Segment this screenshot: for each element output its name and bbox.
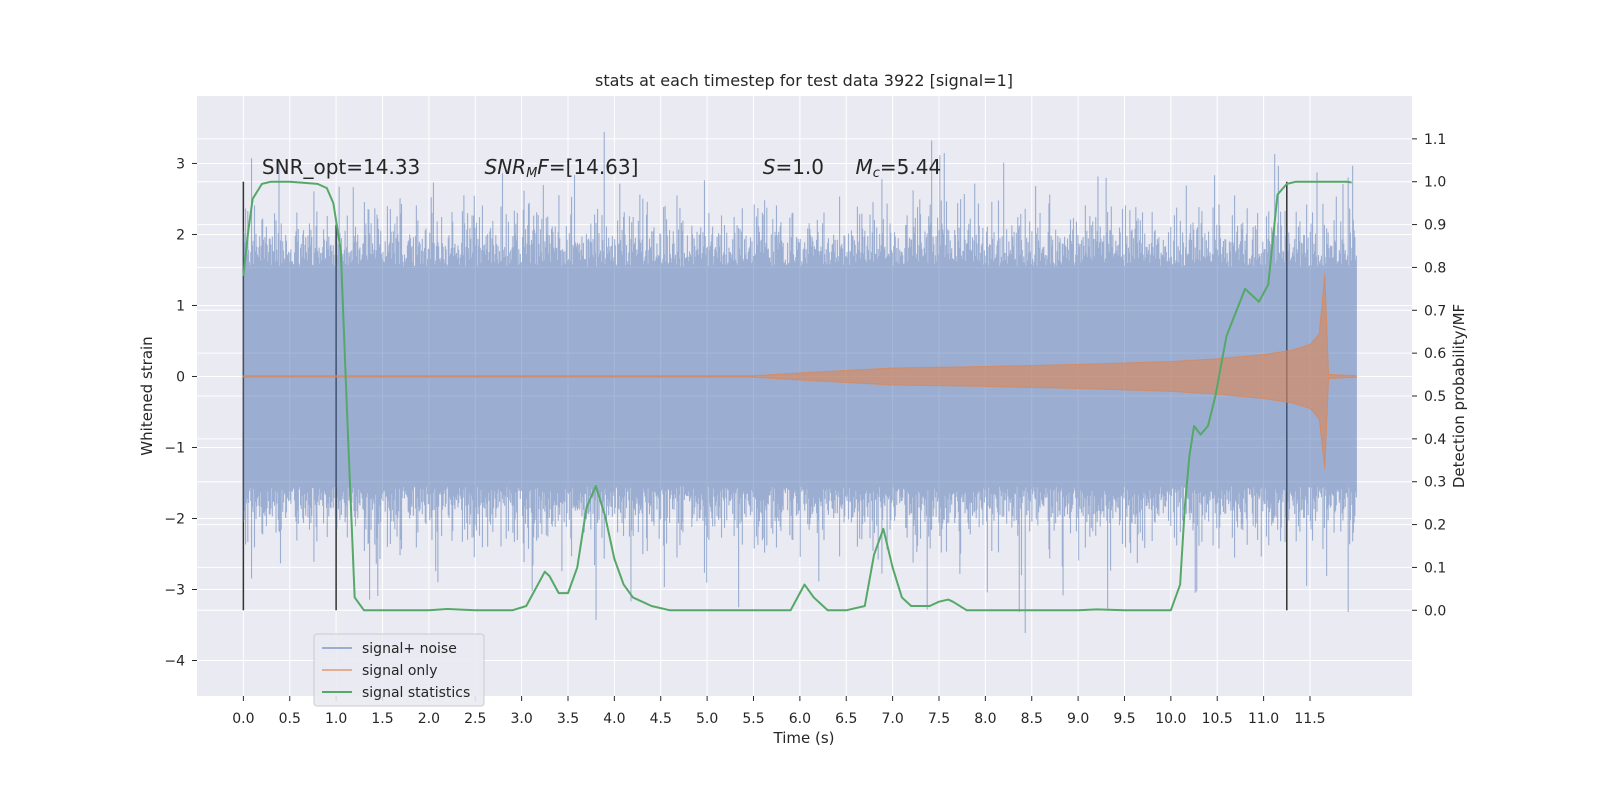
ticks: 0.0 0.5 1.0 1.5 2.0 2.5 3.0 3.5 4.0 4.5 5.0 5.5 6.0 6… [164, 132, 1446, 727]
yright-tick-label-10: 1.0 [1424, 175, 1446, 191]
x-tick-label-18: 9.0 [1067, 711, 1089, 727]
legend-label-signal-only: signal only [362, 663, 437, 679]
yright-tick-label-3: 0.3 [1424, 475, 1446, 491]
x-tick-label-7: 3.5 [557, 711, 579, 727]
x-tick-label-5: 2.5 [464, 711, 486, 727]
x-tick-label-20: 10.0 [1155, 711, 1186, 727]
yleft-tick-label-4: 0 [176, 369, 185, 385]
y-axis-label-right: Detection probability/MF [1450, 304, 1468, 488]
yright-tick-label-6: 0.6 [1424, 346, 1446, 362]
annotation-1-part-2: F [537, 155, 549, 179]
x-tick-label-23: 11.5 [1294, 711, 1325, 727]
y-axis-label-left: Whitened strain [138, 336, 156, 455]
x-tick-label-1: 0.5 [279, 711, 301, 727]
yleft-tick-label-0: −4 [164, 653, 185, 669]
annotation-0-part-0: SNR_opt=14.33 [262, 155, 420, 179]
x-tick-label-6: 3.0 [510, 711, 532, 727]
yright-tick-label-5: 0.5 [1424, 389, 1446, 405]
x-tick-label-11: 5.5 [742, 711, 764, 727]
signal-statistics-line [242, 180, 1352, 612]
signal-only-series [242, 273, 1357, 470]
yright-tick-label-9: 0.9 [1424, 218, 1446, 234]
x-tick-label-19: 9.5 [1113, 711, 1135, 727]
yleft-tick-label-6: 2 [176, 227, 185, 243]
annotation-0: SNR_opt=14.33 [262, 155, 420, 179]
x-axis-label: Time (s) [773, 729, 835, 747]
annotation-1: SNRMF=[14.63] [485, 155, 639, 181]
x-tick-label-16: 8.0 [974, 711, 996, 727]
signal-statistics-series [242, 180, 1352, 612]
yright-tick-label-8: 0.8 [1424, 260, 1446, 276]
annotation-3-part-1: c [873, 166, 880, 181]
yleft-tick-label-3: −1 [164, 440, 185, 456]
legend-label-signal-noise: signal+ noise [362, 641, 457, 657]
yleft-tick-label-7: 3 [176, 156, 185, 172]
yright-tick-label-11: 1.1 [1424, 132, 1446, 148]
annotation-2-part-0: S [763, 155, 776, 179]
yleft-tick-label-5: 1 [176, 298, 185, 314]
annotation-1-part-3: =[14.63] [549, 155, 639, 179]
yleft-tick-label-1: −3 [164, 582, 185, 598]
annotation-2-part-1: =1.0 [775, 155, 824, 179]
x-tick-label-0: 0.0 [232, 711, 254, 727]
chart-title: stats at each timestep for test data 392… [595, 71, 1013, 90]
x-tick-label-15: 7.5 [928, 711, 950, 727]
annotations: SNR_opt=14.33 SNRMF=[14.63] S=1.0 Mc=5.44 [262, 155, 941, 181]
annotation-1-part-0: SNR [485, 155, 527, 179]
x-tick-label-3: 1.5 [371, 711, 393, 727]
legend-label-signal-statistics: signal statistics [362, 685, 470, 701]
x-tick-label-13: 6.5 [835, 711, 857, 727]
yright-tick-label-7: 0.7 [1424, 303, 1446, 319]
x-tick-label-21: 10.5 [1202, 711, 1233, 727]
yleft-tick-label-2: −2 [164, 511, 185, 527]
x-tick-label-9: 4.5 [650, 711, 672, 727]
legend: signal+ noise signal only signal statist… [313, 633, 485, 707]
x-tick-label-4: 2.0 [418, 711, 440, 727]
x-tick-label-12: 6.0 [789, 711, 811, 727]
x-tick-label-14: 7.0 [881, 711, 903, 727]
x-tick-label-22: 11.0 [1248, 711, 1279, 727]
x-tick-label-2: 1.0 [325, 711, 347, 727]
yright-tick-label-2: 0.2 [1424, 518, 1446, 534]
annotation-3-part-2: =5.44 [880, 155, 941, 179]
yright-tick-label-0: 0.0 [1424, 603, 1446, 619]
annotation-3: Mc=5.44 [856, 155, 942, 181]
annotation-1-part-1: M [526, 166, 537, 181]
annotation-3-part-0: M [856, 155, 873, 179]
yright-tick-label-4: 0.4 [1424, 432, 1446, 448]
legend-box [313, 633, 485, 707]
yright-tick-label-1: 0.1 [1424, 560, 1446, 576]
annotation-2: S=1.0 [763, 155, 824, 179]
x-tick-label-8: 4.0 [603, 711, 625, 727]
signal-only-fill [242, 273, 1357, 470]
x-tick-label-10: 5.0 [696, 711, 718, 727]
x-tick-label-17: 8.5 [1021, 711, 1043, 727]
